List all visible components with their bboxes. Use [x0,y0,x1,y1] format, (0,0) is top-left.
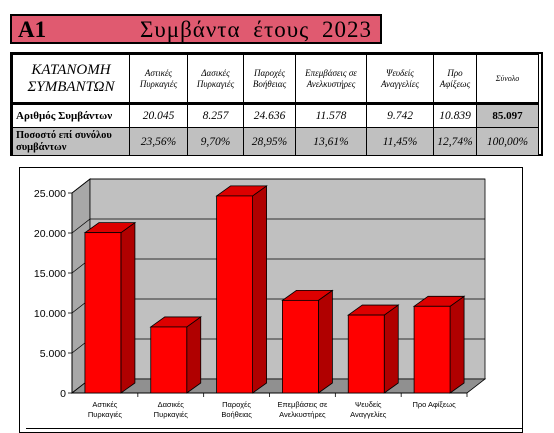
y-tick-label: 20.000 [34,228,66,240]
row-label: Ποσοστό επί συνόλου συμβάντων [12,127,130,156]
column-header-total: Σύνολο [476,54,539,104]
table-row: Ποσοστό επί συνόλου συμβάντων 23,56% 9,7… [12,127,539,156]
table-cell: 9.742 [366,102,434,128]
x-tick-label: Βοήθειας [221,410,252,419]
table-corner-label: ΚΑΤΑΝΟΜΗ ΣΥΜΒΑΝΤΩΝ [12,54,130,104]
table-cell: 10.839 [433,102,477,128]
bar-side [252,185,267,394]
bar-side [120,221,136,394]
title-banner: A1 Συμβάντα έτους 2023 [10,14,382,44]
gridline [71,218,485,234]
bar [347,314,385,394]
x-tick-label: Ψευδείς [355,400,382,409]
table-cell-total: 100,00% [476,127,539,156]
x-tick-label: Πυρκαγιές [88,410,123,419]
bar-side [318,289,333,394]
bar-chart: 05.00010.00015.00020.00025.000ΑστικέςΠυρ… [34,178,487,419]
section-code: A1 [18,17,47,42]
bar [150,326,188,394]
divider [26,428,523,429]
table-cell: 11,45% [366,127,434,156]
bar-side [186,316,202,394]
bar [413,305,451,394]
y-tick-label: 15.000 [34,268,66,280]
bar-side [449,295,465,394]
x-tick-label: Αστικές [92,400,117,409]
table-cell-total: 85.097 [476,102,539,128]
column-header: Δασικές Πυρκαγιές [187,54,244,104]
table-cell: 13,61% [295,127,367,156]
column-header: Επεμβάσεις σε Ανελκυστήρες [295,54,367,104]
x-tick-label: Επεμβάσεις σε [278,400,328,409]
column-header: Παροχές Βοήθειας [243,54,296,104]
bar [282,299,319,394]
row-label: Αριθμός Συμβάντων [12,102,130,128]
table-cell: 20.045 [129,102,188,128]
x-tick-label: Δασικές [158,400,185,409]
x-tick-label: Αναγγελίες [350,410,387,419]
table-header-row: ΚΑΤΑΝΟΜΗ ΣΥΜΒΑΝΤΩΝ Αστικές Πυρκαγιές Δασ… [12,54,539,104]
bar [84,232,122,394]
column-header: Αστικές Πυρκαγιές [129,54,188,104]
y-tick-label: 0 [60,388,66,400]
table-row: Αριθμός Συμβάντων 20.045 8.257 24.636 11… [12,102,539,128]
y-tick-label: 10.000 [34,308,66,320]
table-cell: 9,70% [187,127,244,156]
table-cell: 8.257 [187,102,244,128]
gridline [71,178,485,194]
column-header: Ψευδείς Αναγγελίες [366,54,434,104]
table-cell: 11.578 [295,102,367,128]
y-tick-label: 25.000 [34,188,66,200]
x-tick-label: Ανελκυστήρες [279,410,326,419]
page-title: Συμβάντα έτους 2023 [140,17,372,42]
x-tick-label: Πυρκαγιές [154,410,189,419]
table-cell: 23,56% [129,127,188,156]
x-tick-label: Παροχές [222,400,251,409]
y-tick-label: 5.000 [40,348,66,360]
table-cell: 12,74% [433,127,477,156]
column-header: Προ Αφίξεως [433,54,477,104]
incident-table: ΚΑΤΑΝΟΜΗ ΣΥΜΒΑΝΤΩΝ Αστικές Πυρκαγιές Δασ… [12,54,539,156]
bar [216,195,253,394]
table-cell: 24.636 [243,102,296,128]
x-tick-label: Προ Αφίξεως [412,400,456,409]
table-cell: 28,95% [243,127,296,156]
bar-side [383,304,399,394]
